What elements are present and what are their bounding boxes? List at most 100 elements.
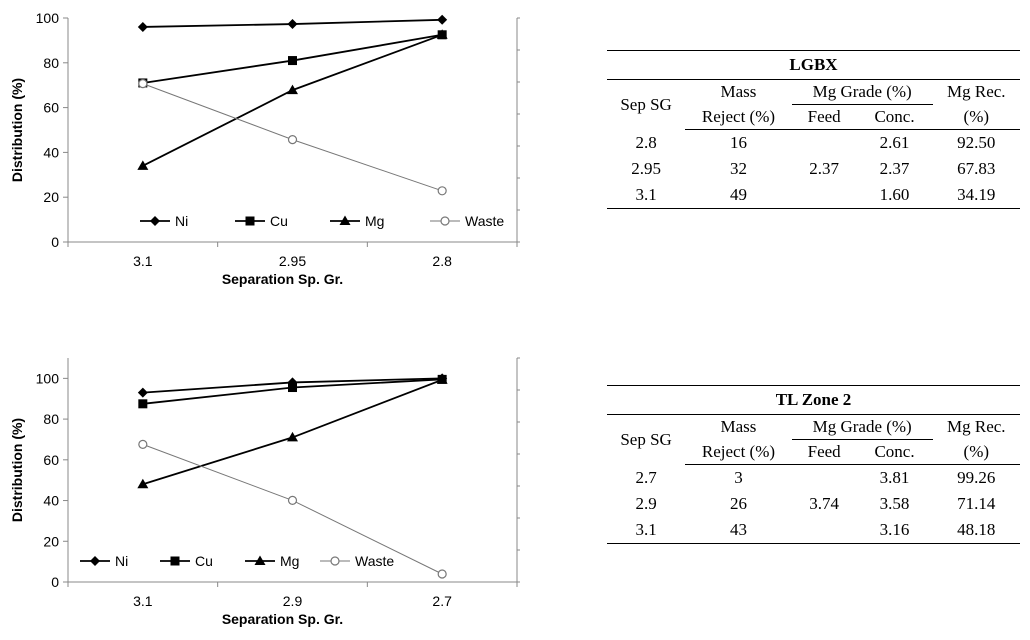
cell-conc: 3.16 bbox=[879, 520, 910, 539]
header-mass-reject-line2: Reject (%) bbox=[685, 439, 792, 465]
header-conc: Conc. bbox=[856, 439, 933, 465]
cell-feed bbox=[792, 517, 857, 544]
x-axis-title: Separation Sp. Gr. bbox=[222, 271, 343, 287]
legend-label-mg: Mg bbox=[280, 553, 299, 569]
table-title: TL Zone 2 bbox=[607, 385, 1020, 415]
cell-conc: 1.60 bbox=[879, 185, 910, 204]
series-mg-point bbox=[137, 478, 149, 489]
y-tick-label: 100 bbox=[36, 370, 60, 386]
cell-mass-reject: 26 bbox=[729, 494, 747, 513]
legend-label-mg: Mg bbox=[365, 213, 384, 229]
tl-zone-2-table: TL Zone 2 Sep SG Mass Mg Grade (%) Mg Re… bbox=[607, 385, 1020, 544]
series-waste-point bbox=[287, 135, 298, 145]
cell-mg-rec: 71.14 bbox=[957, 494, 996, 513]
y-tick-label: 80 bbox=[43, 411, 59, 427]
y-tick-label: 20 bbox=[43, 533, 59, 549]
legend-item-waste: Waste bbox=[430, 213, 504, 229]
y-tick-label: 60 bbox=[43, 100, 59, 116]
table-row: 2.7 3 3.81 99.26 bbox=[607, 465, 1020, 492]
cell-sep-sg: 3.1 bbox=[635, 520, 657, 539]
cell-mass-reject: 16 bbox=[729, 133, 747, 152]
header-mg-rec-line2: (%) bbox=[932, 104, 1020, 130]
legend-item-ni: Ni bbox=[140, 213, 188, 229]
series-ni-point bbox=[437, 14, 448, 25]
y-tick-label: 40 bbox=[43, 144, 59, 160]
series-ni bbox=[137, 14, 448, 32]
series-ni-point bbox=[137, 21, 148, 32]
cell-mass-reject: 43 bbox=[729, 520, 747, 539]
header-mg-rec-line2: (%) bbox=[932, 439, 1020, 465]
header-mass-reject-line1: Mass bbox=[720, 417, 757, 437]
header-mg-grade: Mg Grade (%) bbox=[791, 414, 933, 440]
cell-feed bbox=[792, 130, 857, 157]
legend-marker-cu bbox=[245, 216, 255, 226]
header-mg-grade: Mg Grade (%) bbox=[791, 79, 933, 105]
cell-mass-reject: 49 bbox=[729, 185, 747, 204]
series-ni-point bbox=[287, 19, 298, 30]
legend-marker-waste bbox=[440, 216, 450, 226]
header-mg-rec-line1: Mg Rec. bbox=[947, 82, 1006, 102]
header-sep-sg: Sep SG bbox=[620, 94, 672, 114]
x-tick-label: 2.9 bbox=[283, 593, 303, 609]
series-cu-point bbox=[138, 399, 148, 409]
cell-sep-sg: 2.95 bbox=[631, 159, 661, 178]
series-mg-point bbox=[287, 84, 298, 95]
series-mg-point bbox=[436, 374, 448, 384]
cell-mg-rec: 99.26 bbox=[957, 468, 996, 487]
cell-conc: 3.58 bbox=[879, 494, 910, 513]
series-mg-point bbox=[436, 29, 448, 39]
x-tick-label: 2.95 bbox=[279, 253, 306, 269]
lgbx-table: LGBX Sep SG Mass Mg Grade (%) Mg Rec. Re… bbox=[607, 50, 1020, 209]
legend-item-cu: Cu bbox=[235, 213, 288, 229]
legend-marker-mg bbox=[339, 215, 351, 225]
cell-conc: 2.61 bbox=[879, 133, 910, 152]
series-mg bbox=[137, 29, 448, 170]
cell-mg-rec: 67.83 bbox=[957, 159, 996, 178]
series-waste-point bbox=[437, 569, 447, 579]
header-feed: Feed bbox=[791, 104, 857, 130]
legend-marker-ni bbox=[150, 216, 160, 226]
tl-zone-2-table-container: TL Zone 2 Sep SG Mass Mg Grade (%) Mg Re… bbox=[607, 385, 1020, 544]
legend-label-ni: Ni bbox=[115, 553, 128, 569]
table-row: 3.1 49 1.60 34.19 bbox=[607, 182, 1020, 209]
cell-sep-sg: 3.1 bbox=[635, 185, 657, 204]
x-tick-label: 2.8 bbox=[432, 253, 452, 269]
legend-item-ni: Ni bbox=[80, 553, 128, 569]
series-waste-point bbox=[437, 186, 447, 196]
legend: Ni Cu Mg Waste bbox=[140, 213, 504, 229]
legend-label-cu: Cu bbox=[195, 553, 213, 569]
header-conc: Conc. bbox=[856, 104, 933, 130]
series-waste-point bbox=[287, 495, 298, 505]
cell-conc: 2.37 bbox=[879, 159, 910, 178]
cell-mg-rec: 48.18 bbox=[957, 520, 996, 539]
header-mass-reject-line1: Mass bbox=[720, 82, 757, 102]
x-tick-label: 3.1 bbox=[133, 253, 153, 269]
y-tick-label: 100 bbox=[36, 10, 60, 26]
legend-marker-cu bbox=[170, 556, 180, 566]
legend-marker-mg bbox=[254, 555, 266, 565]
legend-marker-ni bbox=[90, 556, 100, 566]
header-feed: Feed bbox=[791, 439, 857, 465]
series-waste-point bbox=[138, 78, 148, 89]
series-waste bbox=[138, 439, 447, 579]
y-tick-label: 0 bbox=[51, 574, 59, 590]
series-waste-point bbox=[138, 439, 148, 450]
y-tick-label: 0 bbox=[51, 234, 59, 250]
y-tick-label: 80 bbox=[43, 55, 59, 71]
x-tick-label: 3.1 bbox=[133, 593, 153, 609]
header-sep-sg: Sep SG bbox=[620, 429, 672, 449]
series-ni-point bbox=[137, 387, 148, 398]
x-tick-label: 2.7 bbox=[432, 593, 452, 609]
x-axis-title: Separation Sp. Gr. bbox=[222, 611, 343, 627]
series-cu-point bbox=[288, 56, 297, 66]
legend-label-ni: Ni bbox=[175, 213, 188, 229]
legend-item-mg: Mg bbox=[330, 213, 384, 229]
table-row: 3.1 43 3.16 48.18 bbox=[607, 517, 1020, 544]
y-axis-title: Distribution (%) bbox=[9, 418, 25, 522]
table-row: 2.8 16 2.61 92.50 bbox=[607, 130, 1020, 157]
cell-sep-sg: 2.9 bbox=[635, 494, 657, 513]
cell-sep-sg: 2.7 bbox=[635, 467, 657, 487]
cell-mass-reject: 32 bbox=[729, 159, 747, 178]
legend-marker-waste bbox=[330, 556, 340, 566]
legend-item-cu: Cu bbox=[160, 553, 213, 569]
